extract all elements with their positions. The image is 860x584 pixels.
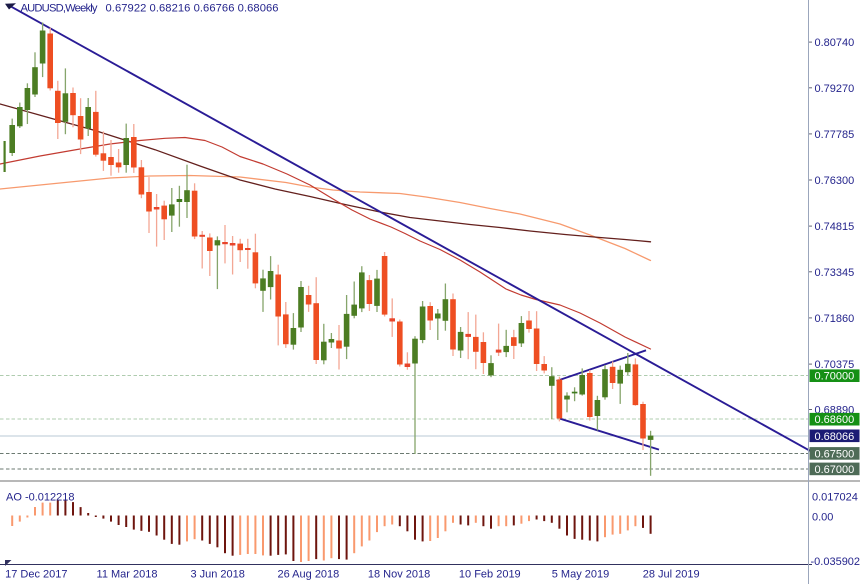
- svg-text:AO -0.012218: AO -0.012218: [6, 492, 75, 504]
- svg-text:0.70375: 0.70375: [815, 359, 855, 371]
- svg-text:28 Jul 2019: 28 Jul 2019: [643, 569, 700, 581]
- svg-text:0.71860: 0.71860: [815, 313, 855, 325]
- svg-text:0.73345: 0.73345: [815, 267, 855, 279]
- svg-text:0.80740: 0.80740: [815, 37, 855, 49]
- svg-text:0.76300: 0.76300: [815, 175, 855, 187]
- svg-text:0.70000: 0.70000: [815, 371, 855, 383]
- svg-text:11 Mar 2018: 11 Mar 2018: [97, 569, 158, 581]
- svg-text:0.67922 0.68216 0.66766 0.6806: 0.67922 0.68216 0.66766 0.68066: [106, 3, 279, 15]
- svg-text:0.67500: 0.67500: [815, 448, 855, 460]
- svg-text:0.68066: 0.68066: [815, 431, 855, 443]
- svg-text:18 Nov 2018: 18 Nov 2018: [368, 569, 430, 581]
- svg-text:0.77785: 0.77785: [815, 129, 855, 141]
- svg-text:5 May 2019: 5 May 2019: [552, 569, 609, 581]
- svg-text:0.79270: 0.79270: [815, 83, 855, 95]
- svg-text:AUDUSD,Weekly: AUDUSD,Weekly: [21, 3, 98, 15]
- svg-text:3 Jun 2018: 3 Jun 2018: [190, 569, 244, 581]
- svg-text:0.00: 0.00: [812, 512, 833, 524]
- svg-text:17 Dec 2017: 17 Dec 2017: [5, 569, 67, 581]
- svg-text:0.74815: 0.74815: [815, 221, 855, 233]
- svg-text:0.68600: 0.68600: [815, 414, 855, 426]
- svg-text:0.67000: 0.67000: [815, 464, 855, 476]
- svg-text:-0.035902: -0.035902: [811, 556, 860, 568]
- svg-text:10 Feb 2019: 10 Feb 2019: [459, 569, 521, 581]
- svg-text:26 Aug 2018: 26 Aug 2018: [278, 569, 340, 581]
- svg-text:0.017024: 0.017024: [812, 492, 858, 504]
